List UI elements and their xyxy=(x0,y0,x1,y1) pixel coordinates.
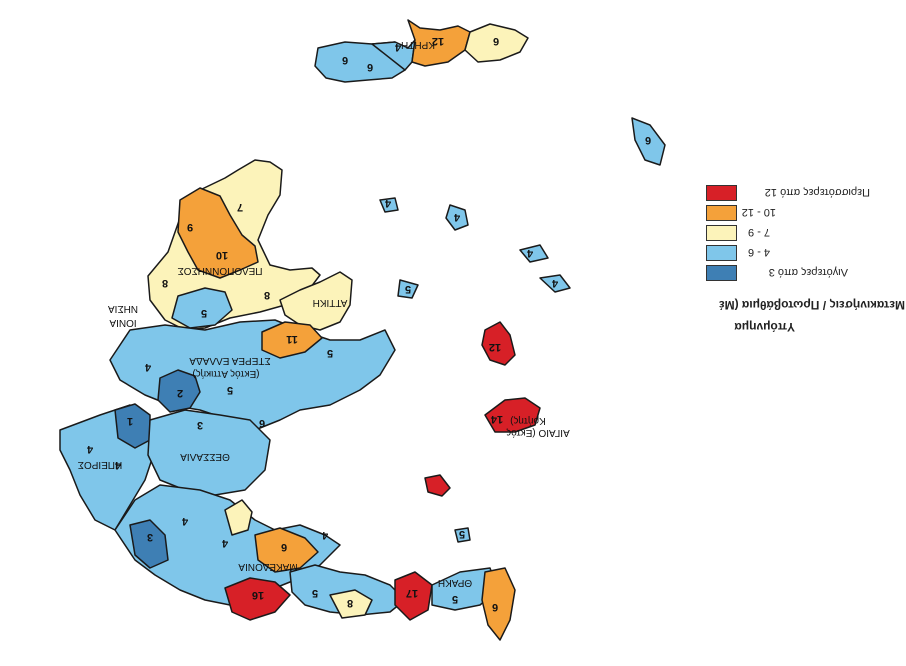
label-attiki: ΑΤΤΙΚΗ xyxy=(313,297,348,308)
label-aigaio-2: Κρήτης) xyxy=(510,415,546,427)
value-label: 5 xyxy=(227,384,233,396)
region-makedonia-yellow xyxy=(224,499,253,536)
value-label: 12 xyxy=(432,35,444,47)
value-label: 4 xyxy=(221,537,228,549)
island-5 xyxy=(454,527,471,543)
label-thessalia: ΘΕΣΣΑΛΙΑ xyxy=(180,451,230,462)
label-ipeiros: ΗΠΕΙΡΟΣ xyxy=(78,459,123,470)
region-makedonia-dark xyxy=(129,519,169,569)
value-label: 6 xyxy=(259,417,265,429)
value-label: 11 xyxy=(286,333,298,345)
value-label: 2 xyxy=(177,387,183,399)
value-label: 10 xyxy=(216,249,228,261)
value-label: 5 xyxy=(312,587,318,599)
value-label: 6 xyxy=(492,601,498,613)
value-label: 4 xyxy=(86,443,93,455)
region-kriti-east xyxy=(464,23,529,63)
region-makedonia-orange xyxy=(254,527,319,573)
value-label: 4 xyxy=(144,361,151,373)
value-label: 4 xyxy=(321,529,328,541)
value-label: 4 xyxy=(453,211,460,223)
region-aigaio-red-3 xyxy=(424,474,451,497)
region-aigaio-red-2 xyxy=(484,397,541,433)
region-thraki-red xyxy=(394,571,433,621)
value-label: 3 xyxy=(147,531,153,543)
value-label: 16 xyxy=(252,589,264,601)
value-label: 17 xyxy=(406,587,418,599)
value-label: 4 xyxy=(384,197,391,209)
label-makedonia: ΜΑΚΕΔΟΝΙΑ xyxy=(238,561,298,572)
value-label: 4 xyxy=(114,459,121,471)
label-kriti: ΚΡΗΤΗ xyxy=(401,39,435,50)
value-label: 4 xyxy=(394,41,401,53)
island-7 xyxy=(379,197,399,213)
label-sterea-1: ΣΤΕΡΕΑ ΕΛΛΑΔΑ xyxy=(189,355,271,366)
label-ionia-1: ΙΟΝΙΑ xyxy=(109,317,137,328)
value-label: 5 xyxy=(201,307,207,319)
value-label: 6 xyxy=(281,541,287,553)
value-label: 5 xyxy=(327,347,333,359)
value-label: 5 xyxy=(405,283,411,295)
value-label: 6 xyxy=(342,54,348,66)
value-label: 4 xyxy=(526,247,533,259)
region-peloponnisos-orange xyxy=(177,187,259,279)
island-4 xyxy=(397,279,419,299)
value-label: 6 xyxy=(493,35,499,47)
value-label: 6 xyxy=(645,134,651,146)
value-label: 4 xyxy=(181,515,188,527)
value-label: 8 xyxy=(347,597,353,609)
value-label: 7 xyxy=(237,201,243,213)
value-label: 8 xyxy=(162,277,168,289)
region-thessalia xyxy=(147,409,271,496)
label-ionia-2: ΝΗΣΙΑ xyxy=(108,303,138,314)
value-label: 3 xyxy=(197,419,203,431)
island-2 xyxy=(445,204,469,231)
value-label: 9 xyxy=(187,221,193,233)
region-sterea-orange xyxy=(261,321,323,359)
value-label: 5 xyxy=(459,528,465,540)
value-label: 12 xyxy=(489,341,501,353)
region-sterea-dark xyxy=(157,369,201,413)
value-label: 1 xyxy=(127,415,133,427)
value-label: 4 xyxy=(551,277,558,289)
region-makedonia-red xyxy=(224,577,291,621)
value-label: 8 xyxy=(264,289,270,301)
region-peloponnisos-blue xyxy=(171,287,233,329)
value-label: 6 xyxy=(367,61,373,73)
island-6 xyxy=(519,244,549,263)
region-aigaio-red-1 xyxy=(481,321,516,366)
label-thraki: ΘΡΑΚΗ xyxy=(438,577,472,588)
value-label: 5 xyxy=(452,593,458,605)
region-thraki-yellow xyxy=(329,589,373,619)
island-1 xyxy=(631,117,666,166)
region-makedonia xyxy=(114,484,341,606)
region-attiki xyxy=(279,271,353,331)
label-aigaio-1: ΑΙΓΑΙΟ (Εκτός xyxy=(506,427,570,439)
island-3 xyxy=(539,274,571,293)
label-peloponnisos: ΠΕΛΟΠΟΝΝΗΣΟΣ xyxy=(178,265,263,276)
region-thraki-orange xyxy=(481,567,516,641)
value-label: 14 xyxy=(490,413,503,425)
label-sterea-2: (Εκτός Αττικής) xyxy=(192,368,259,380)
